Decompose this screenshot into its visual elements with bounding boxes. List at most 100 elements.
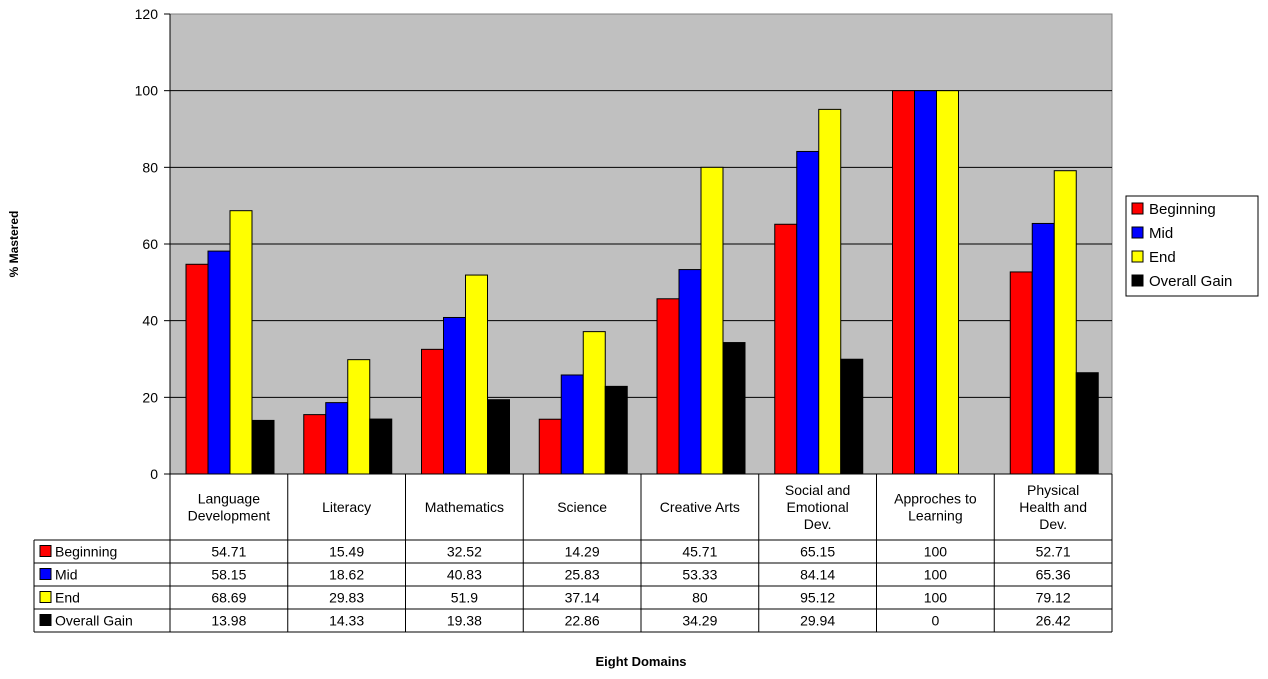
- table-cell: 29.94: [800, 613, 835, 629]
- table-cell: 68.69: [211, 590, 246, 606]
- bar-beginning: [538, 418, 562, 475]
- table-cell: 100: [924, 590, 948, 606]
- category-label: Approches to: [894, 491, 977, 507]
- bar-end: [582, 331, 606, 475]
- legend-box: [1125, 195, 1259, 297]
- table-cell: 54.71: [211, 544, 246, 560]
- table-cell: 95.12: [800, 590, 835, 606]
- y-axis-label: % Mastered: [7, 211, 21, 278]
- y-tick-label: 0: [150, 466, 158, 482]
- table-cell: 58.15: [211, 567, 246, 583]
- y-axis: 0 20 40 60 80 100 120: [135, 6, 171, 482]
- table-cell: 25.83: [565, 567, 600, 583]
- table-cell: 18.62: [329, 567, 364, 583]
- table-cell: 37.14: [565, 590, 600, 606]
- table-cell: 80: [692, 590, 708, 606]
- bar-overall-gain: [251, 419, 275, 475]
- y-tick-label: 80: [142, 159, 158, 175]
- table-cell: 45.71: [682, 544, 717, 560]
- table-cell: 22.86: [565, 613, 600, 629]
- bar-mid: [560, 374, 584, 475]
- table-cell: 13.98: [211, 613, 246, 629]
- table-legend-key: [39, 545, 52, 557]
- table-cell: 51.9: [451, 590, 478, 606]
- bar-end: [347, 359, 371, 475]
- category-label: Mathematics: [425, 499, 504, 515]
- y-tick-label: 120: [135, 6, 159, 22]
- category-label: Language: [198, 491, 261, 507]
- category-label: Learning: [908, 508, 963, 524]
- bar-overall-gain: [1075, 372, 1099, 475]
- bars: [185, 90, 1099, 475]
- table-cell: 53.33: [682, 567, 717, 583]
- category-label: Development: [188, 508, 271, 524]
- table-cell: 100: [924, 567, 948, 583]
- category-label: Dev.: [1039, 516, 1067, 532]
- table-cell: 14.33: [329, 613, 364, 629]
- y-tick-label: 60: [142, 236, 158, 252]
- category-label: Physical: [1027, 482, 1079, 498]
- table-cell: 15.49: [329, 544, 364, 560]
- bar-beginning: [303, 414, 327, 475]
- table-cell: 0: [931, 613, 939, 629]
- bar-beginning: [185, 263, 209, 475]
- category-label: Dev.: [804, 516, 832, 532]
- bar-end: [465, 274, 488, 475]
- category-label: Literacy: [322, 499, 371, 515]
- bar-end: [818, 108, 842, 475]
- x-axis-label: Eight Domains: [595, 654, 686, 669]
- bar-beginning: [1009, 271, 1033, 475]
- table-row-label: End: [55, 590, 80, 606]
- legend-label: Mid: [1149, 225, 1173, 242]
- legend-label: Overall Gain: [1149, 273, 1232, 290]
- bar-mid: [678, 269, 702, 475]
- table-row-label: Overall Gain: [55, 613, 133, 629]
- table-cell: 65.15: [800, 544, 835, 560]
- y-tick-label: 40: [142, 313, 158, 329]
- bar-mid: [914, 90, 937, 475]
- table-cell: 100: [924, 544, 948, 560]
- table-legend-key: [39, 591, 52, 603]
- table-cell: 65.36: [1036, 567, 1071, 583]
- bar-beginning: [892, 90, 915, 475]
- legend-swatch: [1131, 250, 1144, 263]
- table-cell: 14.29: [565, 544, 600, 560]
- legend: Beginning Mid End Overall Gain: [1125, 195, 1259, 297]
- category-label: Health and: [1019, 499, 1087, 515]
- table-cell: 79.12: [1036, 590, 1071, 606]
- category-label: Emotional: [786, 499, 848, 515]
- bar-overall-gain: [369, 418, 393, 475]
- table-cell: 40.83: [447, 567, 482, 583]
- bar-beginning: [421, 348, 444, 475]
- category-label: Creative Arts: [660, 499, 740, 515]
- table-cell: 19.38: [447, 613, 482, 629]
- bar-mid: [325, 402, 349, 475]
- bar-end: [229, 210, 253, 475]
- table-row-label: Beginning: [55, 544, 117, 560]
- bar-mid: [207, 250, 231, 475]
- bar-mid: [796, 150, 820, 475]
- bar-end: [700, 166, 724, 475]
- category-label: Science: [557, 499, 607, 515]
- legend-label: End: [1149, 249, 1176, 266]
- category-label: Social and: [785, 482, 850, 498]
- table-legend-key: [39, 614, 52, 626]
- bar-overall-gain: [840, 358, 864, 475]
- table-cell: 34.29: [682, 613, 717, 629]
- bar-beginning: [656, 298, 680, 475]
- table-cell: 84.14: [800, 567, 835, 583]
- legend-swatch: [1131, 274, 1144, 287]
- bar-overall-gain: [487, 399, 510, 475]
- table-cell: 52.71: [1036, 544, 1071, 560]
- table-cell: 32.52: [447, 544, 482, 560]
- bar-mid: [443, 316, 466, 475]
- y-tick-label: 100: [135, 83, 159, 99]
- bar-beginning: [774, 223, 798, 475]
- legend-swatch: [1131, 226, 1144, 239]
- legend-label: Beginning: [1149, 201, 1216, 218]
- table-legend-key: [39, 568, 52, 580]
- bar-mid: [1031, 222, 1055, 475]
- table-row-label: Mid: [55, 567, 78, 583]
